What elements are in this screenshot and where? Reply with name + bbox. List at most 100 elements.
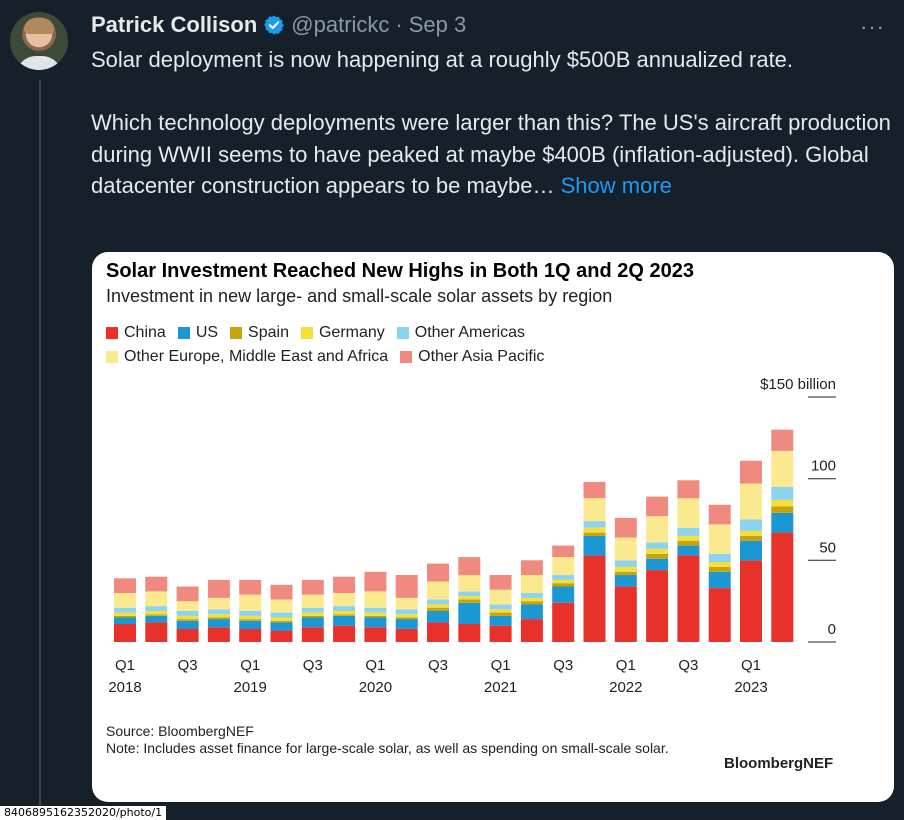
bar-segment-spain (145, 614, 168, 616)
bar-segment-germany (395, 614, 418, 618)
bar-segment-other-asia-pacific (176, 586, 199, 602)
bar-segment-china (239, 628, 262, 642)
bar-segment-us (614, 575, 637, 587)
x-tick-year: 2019 (234, 679, 267, 696)
bar-segment-germany (677, 535, 700, 541)
bar-segment-spain (520, 601, 543, 605)
legend-swatch (177, 327, 190, 339)
bar-segment-germany (771, 499, 794, 507)
chart-legend: China US Spain Germany Other Americas Other E… (106, 322, 866, 370)
bar-segment-germany (583, 527, 606, 533)
bar-segment-other-asia-pacific (114, 578, 136, 593)
bar-segment-spain (646, 553, 669, 559)
bar-segment-china (270, 630, 293, 642)
x-tick-year: 2021 (484, 679, 517, 696)
tweet-paragraph-2: Which technology deployments were larger… (91, 107, 891, 202)
more-horizontal-icon: ··· (860, 14, 885, 39)
x-tick-label: Q3 (678, 657, 698, 674)
x-tick-label: Q1 (115, 657, 135, 674)
bar-segment-china (708, 588, 731, 642)
author-name[interactable]: Patrick Collison (91, 12, 258, 37)
bar-segment-china (333, 625, 356, 642)
bar-segment-spain (239, 619, 262, 621)
bar-segment-spain (333, 614, 356, 616)
tweet-date[interactable]: Sep 3 (408, 12, 467, 37)
bar-segment-other-europe-middle-east-and-africa (395, 597, 418, 610)
status-url-bar: 840689516235202​0/photo/1 (0, 806, 167, 820)
bar-segment-us (646, 558, 669, 571)
bar-segment-other-asia-pacific (270, 584, 293, 600)
bar-segment-us (771, 513, 794, 533)
bar-segment-china (489, 625, 512, 642)
bar-segment-china (520, 619, 543, 642)
x-tick-year: 2020 (359, 679, 392, 696)
bar-segment-other-americas (646, 542, 669, 549)
more-options-button[interactable]: ··· (860, 14, 885, 40)
bar-segment-china (740, 560, 762, 642)
stacked-bar-chart: 0 50 100 $150 billion Q1 2018 Q3 Q1 2019 Q3 Q1 2020… (108, 376, 836, 696)
bar-segment-other-americas (364, 607, 387, 613)
bar-segment-us (740, 540, 762, 561)
bar-segment-us (301, 617, 324, 628)
bar-segment-other-americas (395, 609, 418, 615)
bar-segment-other-europe-middle-east-and-africa (207, 597, 230, 610)
tweet-paragraph-2-text: Which technology deployments were larger… (91, 110, 891, 198)
x-tick-label: Q1 (491, 657, 511, 674)
x-tick-label: Q1 (365, 657, 385, 674)
legend-swatch (106, 351, 118, 363)
bar-segment-other-asia-pacific (771, 429, 794, 451)
tweet-media-image[interactable]: Solar Investment Reached New Highs in Bo… (92, 252, 894, 802)
bar-segment-us (176, 620, 199, 629)
bar-segment-spain (270, 620, 293, 623)
bar-segment-other-americas (270, 612, 293, 618)
bar-segment-other-asia-pacific (552, 545, 575, 557)
bar-segment-spain (552, 583, 575, 587)
bar-segment-other-americas (333, 606, 356, 611)
bar-segment-germany (552, 579, 575, 584)
bar-segment-spain (364, 615, 387, 618)
y-tick-label: 0 (828, 621, 836, 638)
bar-segment-china (145, 622, 168, 642)
x-tick-label: Q3 (178, 657, 198, 674)
bar-segment-germany (176, 615, 199, 620)
legend-swatch (230, 327, 243, 339)
thread-line (39, 80, 41, 819)
bar-segment-germany (458, 596, 481, 600)
tweet-paragraph-1: Solar deployment is now happening at a r… (91, 47, 794, 72)
verified-badge-icon[interactable] (263, 14, 285, 36)
bar-segment-spain (708, 566, 731, 572)
legend-swatch (106, 327, 118, 339)
bar-segment-other-europe-middle-east-and-africa (145, 591, 168, 607)
bar-segment-other-asia-pacific (333, 576, 356, 593)
show-more-link[interactable]: Show more (560, 173, 672, 198)
bar-segment-other-americas (552, 575, 575, 580)
bar-segment-china (677, 555, 700, 642)
legend-label: Germany (318, 324, 385, 341)
bar-segment-other-europe-middle-east-and-africa (740, 483, 762, 520)
bar-segment-spain (176, 619, 199, 621)
bar-segment-germany (646, 548, 669, 554)
chart-subtitle: Investment in new large- and small-scale… (106, 286, 613, 306)
bar-segment-other-europe-middle-east-and-africa (646, 516, 669, 543)
bar-segment-other-europe-middle-east-and-africa (520, 575, 543, 593)
bar-segment-other-asia-pacific (427, 563, 449, 582)
legend-label: Other Europe, Middle East and Africa (124, 348, 389, 365)
bar-segment-china (552, 602, 575, 642)
bar-segment-other-europe-middle-east-and-africa (301, 594, 324, 608)
bar-segment-us (395, 619, 418, 629)
bar-segment-other-americas (239, 611, 262, 616)
bar-segment-spain (771, 506, 794, 513)
bar-segment-china (458, 624, 481, 642)
legend-item: Other Americas (396, 322, 525, 344)
bar-segment-other-americas (520, 593, 543, 598)
chart-source: Source: BloombergNEF (106, 723, 254, 739)
author-handle[interactable]: @patrickc (291, 12, 390, 37)
x-tick-year: 2018 (108, 679, 141, 696)
bar-segment-germany (207, 614, 230, 618)
bar-segment-us (364, 617, 387, 628)
y-tick-label: $150 billion (760, 376, 836, 393)
bar-segment-us (489, 615, 512, 626)
bar-segment-china (614, 586, 637, 642)
author-avatar[interactable] (10, 12, 68, 70)
tweet-text: Solar deployment is now happening at a r… (91, 44, 891, 202)
